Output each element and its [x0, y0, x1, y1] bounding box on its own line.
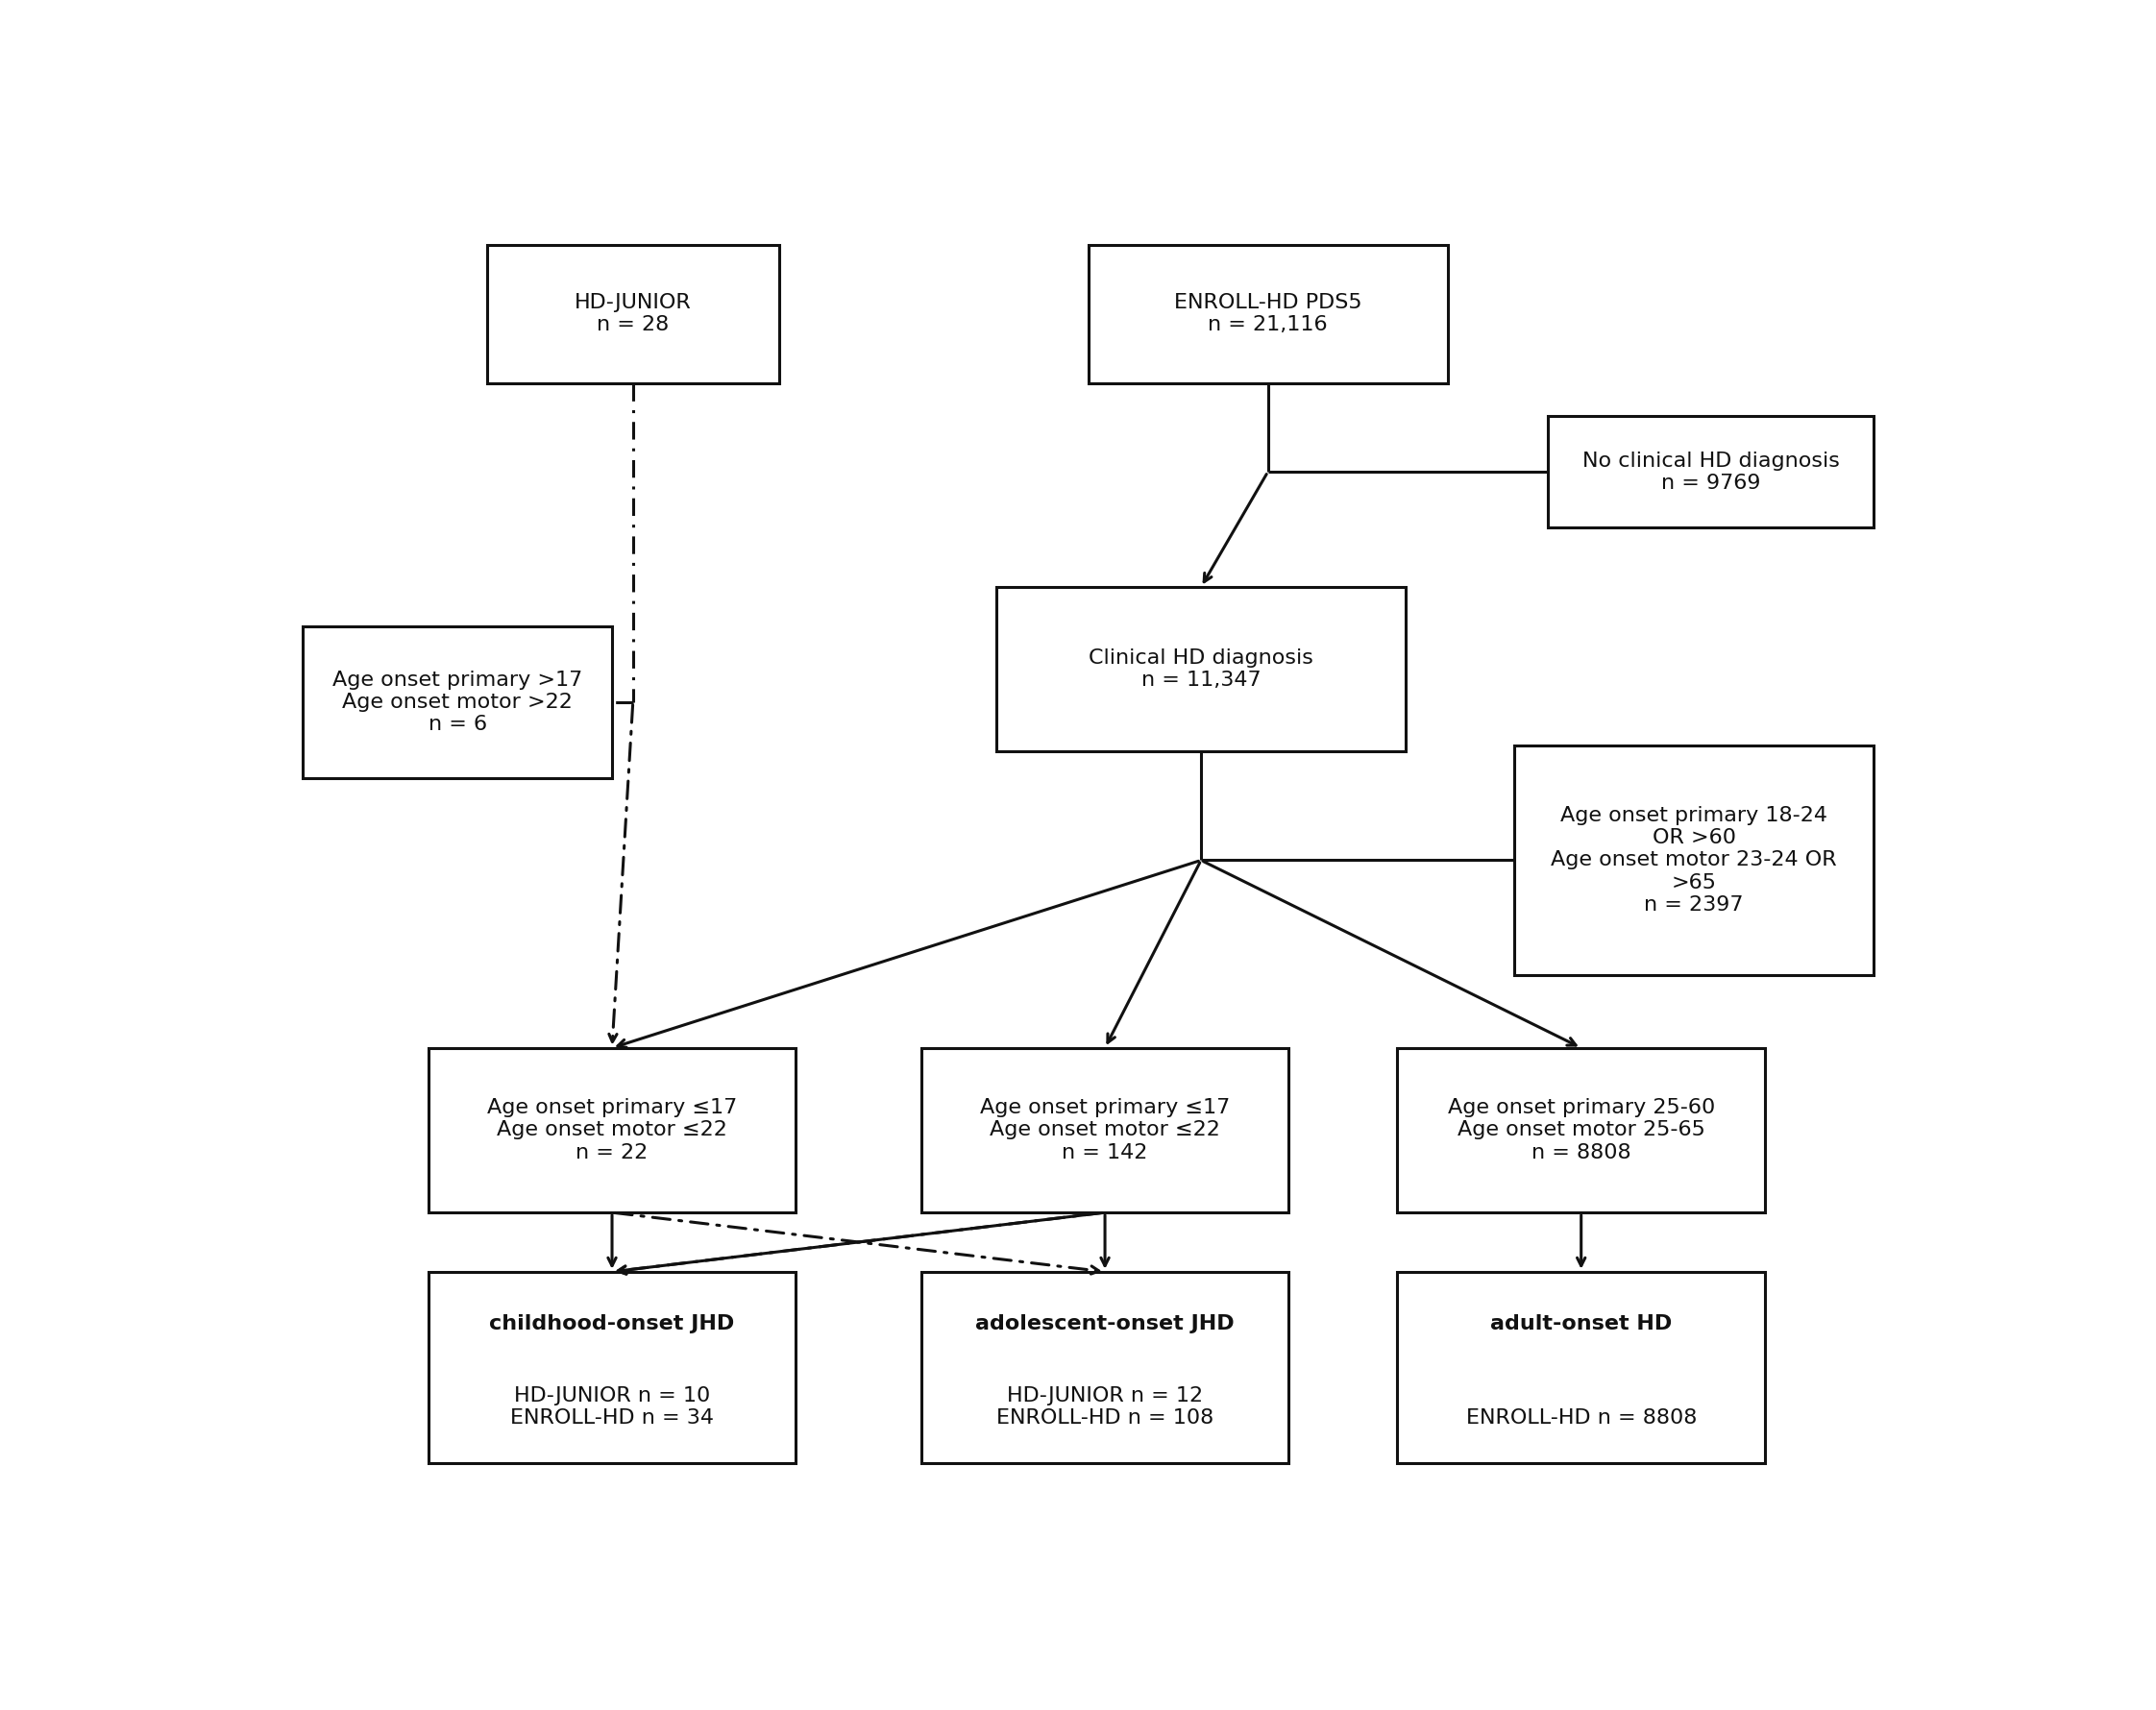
Text: adolescent-onset JHD: adolescent-onset JHD — [975, 1313, 1235, 1334]
Text: Age onset primary ≤17
Age onset motor ≤22
n = 142: Age onset primary ≤17 Age onset motor ≤2… — [981, 1098, 1229, 1163]
Text: Age onset primary 18-24
OR >60
Age onset motor 23-24 OR
>65
n = 2397: Age onset primary 18-24 OR >60 Age onset… — [1550, 805, 1837, 915]
Text: childhood-onset JHD: childhood-onset JHD — [489, 1313, 735, 1334]
Bar — [1397, 1048, 1766, 1212]
Bar — [1397, 1272, 1766, 1462]
Text: Clinical HD diagnosis
n = 11,347: Clinical HD diagnosis n = 11,347 — [1089, 648, 1313, 691]
Bar — [1089, 245, 1447, 383]
Text: adult-onset HD: adult-onset HD — [1490, 1313, 1673, 1334]
Bar — [302, 626, 612, 778]
Text: Age onset primary 25-60
Age onset motor 25-65
n = 8808: Age onset primary 25-60 Age onset motor … — [1447, 1098, 1714, 1163]
Bar — [921, 1048, 1289, 1212]
Text: HD-JUNIOR n = 12
ENROLL-HD n = 108: HD-JUNIOR n = 12 ENROLL-HD n = 108 — [996, 1385, 1214, 1428]
Bar — [1548, 416, 1874, 528]
Text: ENROLL-HD n = 8808: ENROLL-HD n = 8808 — [1466, 1385, 1697, 1428]
Text: HD-JUNIOR n = 10
ENROLL-HD n = 34: HD-JUNIOR n = 10 ENROLL-HD n = 34 — [511, 1385, 714, 1428]
Text: ENROLL-HD PDS5
n = 21,116: ENROLL-HD PDS5 n = 21,116 — [1173, 292, 1363, 335]
Text: Age onset primary ≤17
Age onset motor ≤22
n = 22: Age onset primary ≤17 Age onset motor ≤2… — [487, 1098, 737, 1163]
Bar — [1514, 746, 1874, 975]
Bar — [921, 1272, 1289, 1462]
Text: No clinical HD diagnosis
n = 9769: No clinical HD diagnosis n = 9769 — [1583, 451, 1839, 492]
Bar — [996, 587, 1406, 752]
Bar — [429, 1048, 796, 1212]
Bar — [429, 1272, 796, 1462]
Bar — [487, 245, 778, 383]
Text: HD-JUNIOR
n = 28: HD-JUNIOR n = 28 — [573, 292, 692, 335]
Text: Age onset primary >17
Age onset motor >22
n = 6: Age onset primary >17 Age onset motor >2… — [332, 670, 582, 734]
